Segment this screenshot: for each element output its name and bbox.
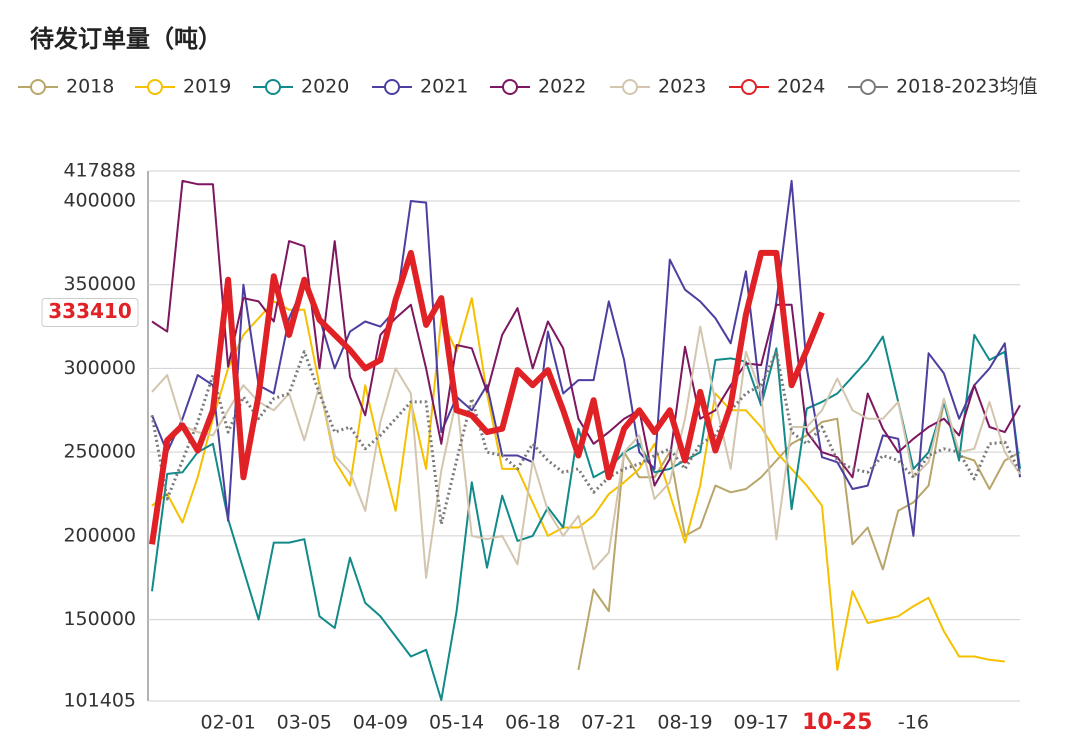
legend-label: 2022 [538, 76, 586, 98]
y-tick-label: 350000 [63, 273, 136, 295]
series-line [151, 179, 1021, 537]
series-line [151, 179, 1021, 487]
y-tick-label: 250000 [63, 441, 136, 463]
legend-item: 2018-2023均值 [848, 76, 1038, 98]
x-tick-label: 03-05 [277, 712, 332, 734]
legend-item: 2021 [372, 76, 468, 98]
legend-label: 2020 [301, 76, 349, 98]
legend-item: 2022 [490, 76, 586, 98]
series-line [151, 297, 1005, 671]
value-callout-box [41, 297, 139, 327]
legend-item: 2018 [18, 76, 114, 98]
x-tick-label: -16 [898, 712, 929, 734]
value-callout: 333410 [48, 299, 132, 323]
y-tick-label: 101405 [63, 690, 136, 712]
legend-label: 2021 [420, 76, 468, 98]
chart-title: 待发订单量（吨） [30, 25, 222, 53]
series-line [149, 249, 825, 545]
x-tick-label: 06-18 [505, 712, 560, 734]
y-tick-label: 150000 [63, 608, 136, 630]
y-tick-label: 300000 [63, 357, 136, 379]
legend-label: 2018 [66, 76, 114, 98]
legend-item: 2024 [729, 76, 825, 98]
legend-marker [147, 79, 163, 95]
legend-label: 2019 [183, 76, 231, 98]
legend-label: 2018-2023均值 [896, 76, 1038, 98]
legend-item: 2023 [610, 76, 706, 98]
legend-marker [265, 79, 281, 95]
legend-label: 2023 [658, 76, 706, 98]
x-tick-label: 10-25 [802, 710, 872, 735]
legend-marker [860, 79, 876, 95]
legend-marker [30, 79, 46, 95]
series-line [151, 333, 1021, 701]
y-tick-label: 400000 [63, 189, 136, 211]
legend-label: 2024 [777, 76, 825, 98]
x-tick-label: 02-01 [201, 712, 256, 734]
legend-item: 2019 [135, 76, 231, 98]
x-tick-label: 07-21 [581, 712, 636, 734]
legend-item: 2020 [253, 76, 349, 98]
series-line [151, 325, 1021, 579]
y-tick-label: 417888 [63, 160, 136, 182]
x-tick-label: 08-19 [657, 712, 712, 734]
x-tick-label: 04-09 [353, 712, 408, 734]
legend-marker [502, 79, 518, 95]
x-tick-label: 09-17 [734, 712, 789, 734]
series-line [150, 350, 1022, 526]
y-tick-label: 200000 [63, 524, 136, 546]
legend-marker [741, 79, 757, 95]
legend-marker [622, 79, 638, 95]
x-tick-label: 05-14 [429, 712, 484, 734]
legend-marker [384, 79, 400, 95]
